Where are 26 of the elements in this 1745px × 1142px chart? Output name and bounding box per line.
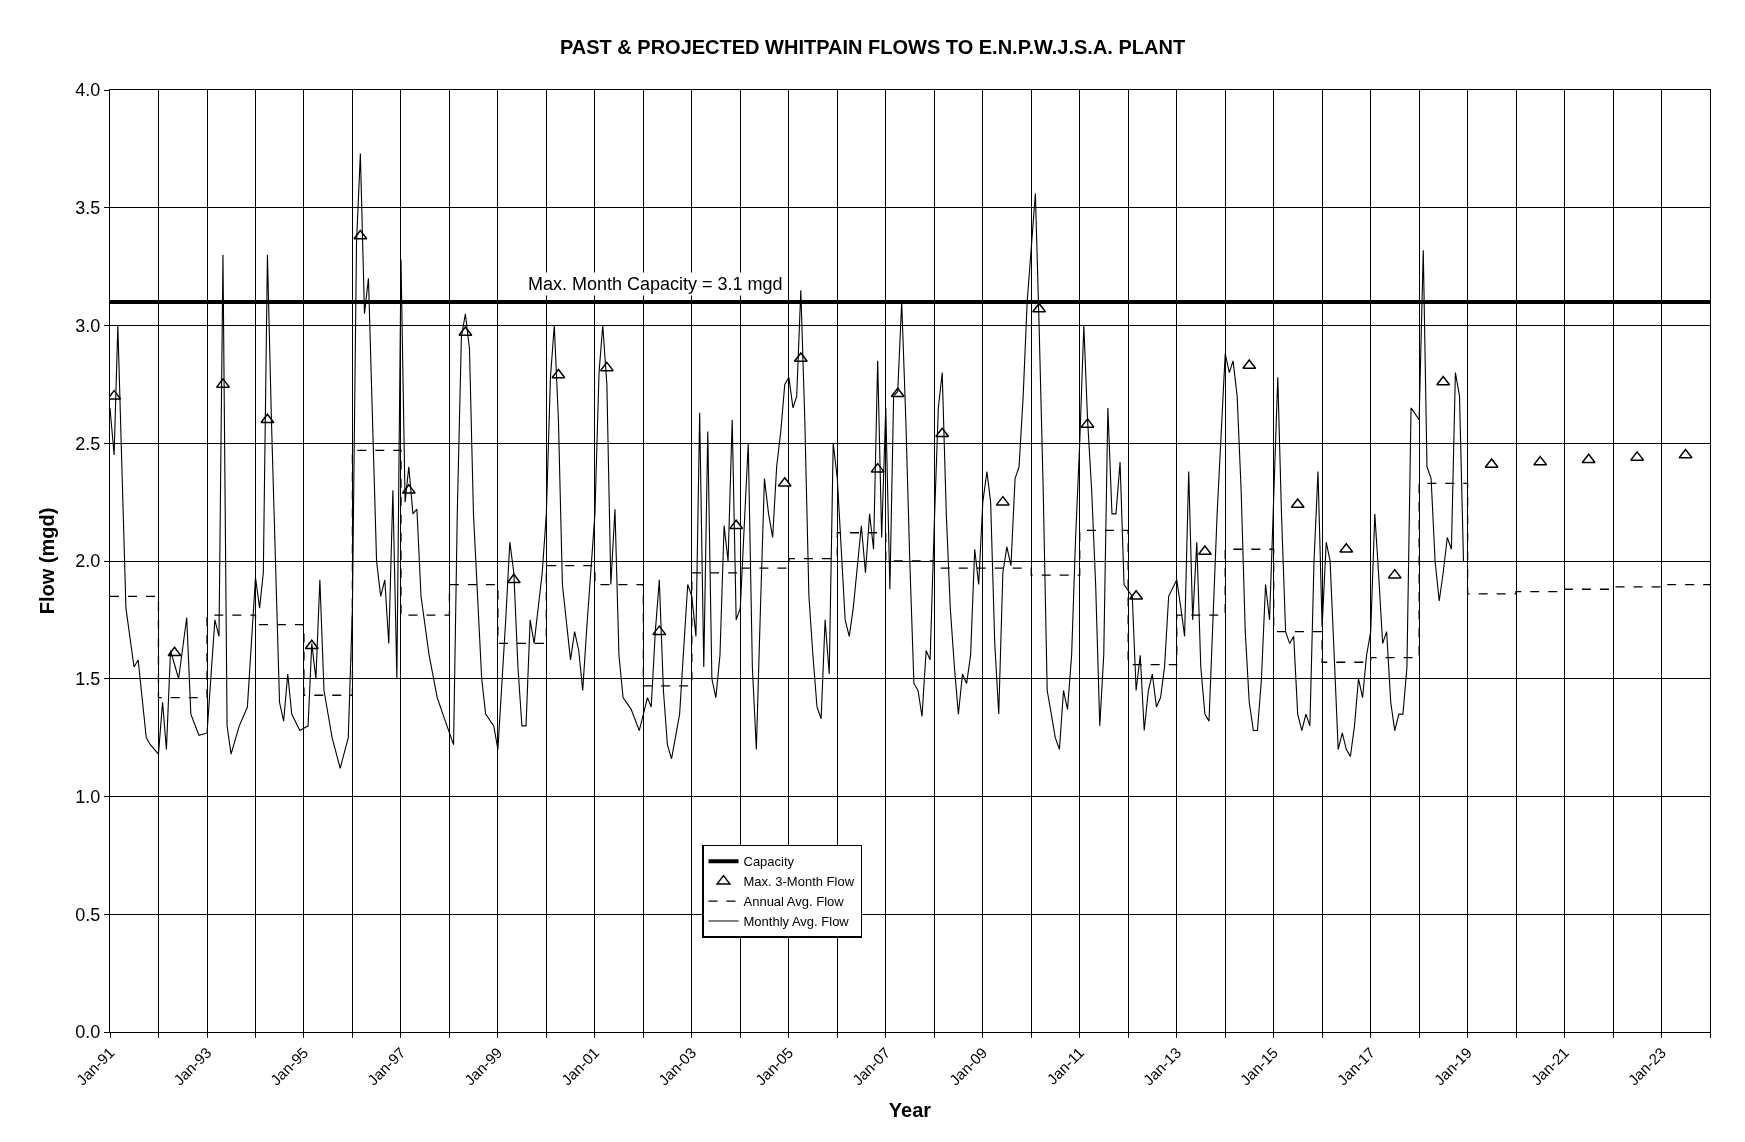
point: [1678, 448, 1693, 459]
y-axis-title: Flow (mgd): [35, 507, 58, 615]
point: [1197, 545, 1212, 556]
annotation: Max. Month Capacity = 3.1 mgd: [528, 274, 783, 294]
legend-label: Annual Avg. Flow: [743, 894, 845, 910]
y-tick-label: 4.0: [75, 80, 101, 101]
point: [1339, 542, 1354, 553]
y-tick-label: 2.0: [75, 551, 101, 572]
point: [1581, 453, 1596, 464]
point: [1387, 568, 1402, 579]
y-tick-label: 3.0: [75, 315, 101, 336]
legend-label: Capacity: [743, 854, 795, 870]
y-tick-label: 1.5: [75, 669, 101, 690]
y-tick-label: 2.5: [75, 433, 101, 454]
legend-label: Monthly Avg. Flow: [743, 914, 850, 930]
y-tick-label: 0.5: [75, 904, 101, 925]
point: [1242, 359, 1257, 370]
y-tick-label: 3.5: [75, 198, 101, 219]
point: [995, 495, 1010, 506]
legend-label: Max. 3-Month Flow: [743, 874, 855, 890]
y-tick-label: 1.0: [75, 786, 101, 807]
point: [1436, 375, 1451, 386]
y-tick-label: 0.0: [75, 1022, 101, 1043]
point: [1533, 455, 1548, 466]
x-axis-title: Year: [888, 1098, 932, 1121]
chart-title: PAST & PROJECTED WHITPAIN FLOWS TO E.N.P.W.J.S.A. PLANT: [559, 35, 1186, 58]
